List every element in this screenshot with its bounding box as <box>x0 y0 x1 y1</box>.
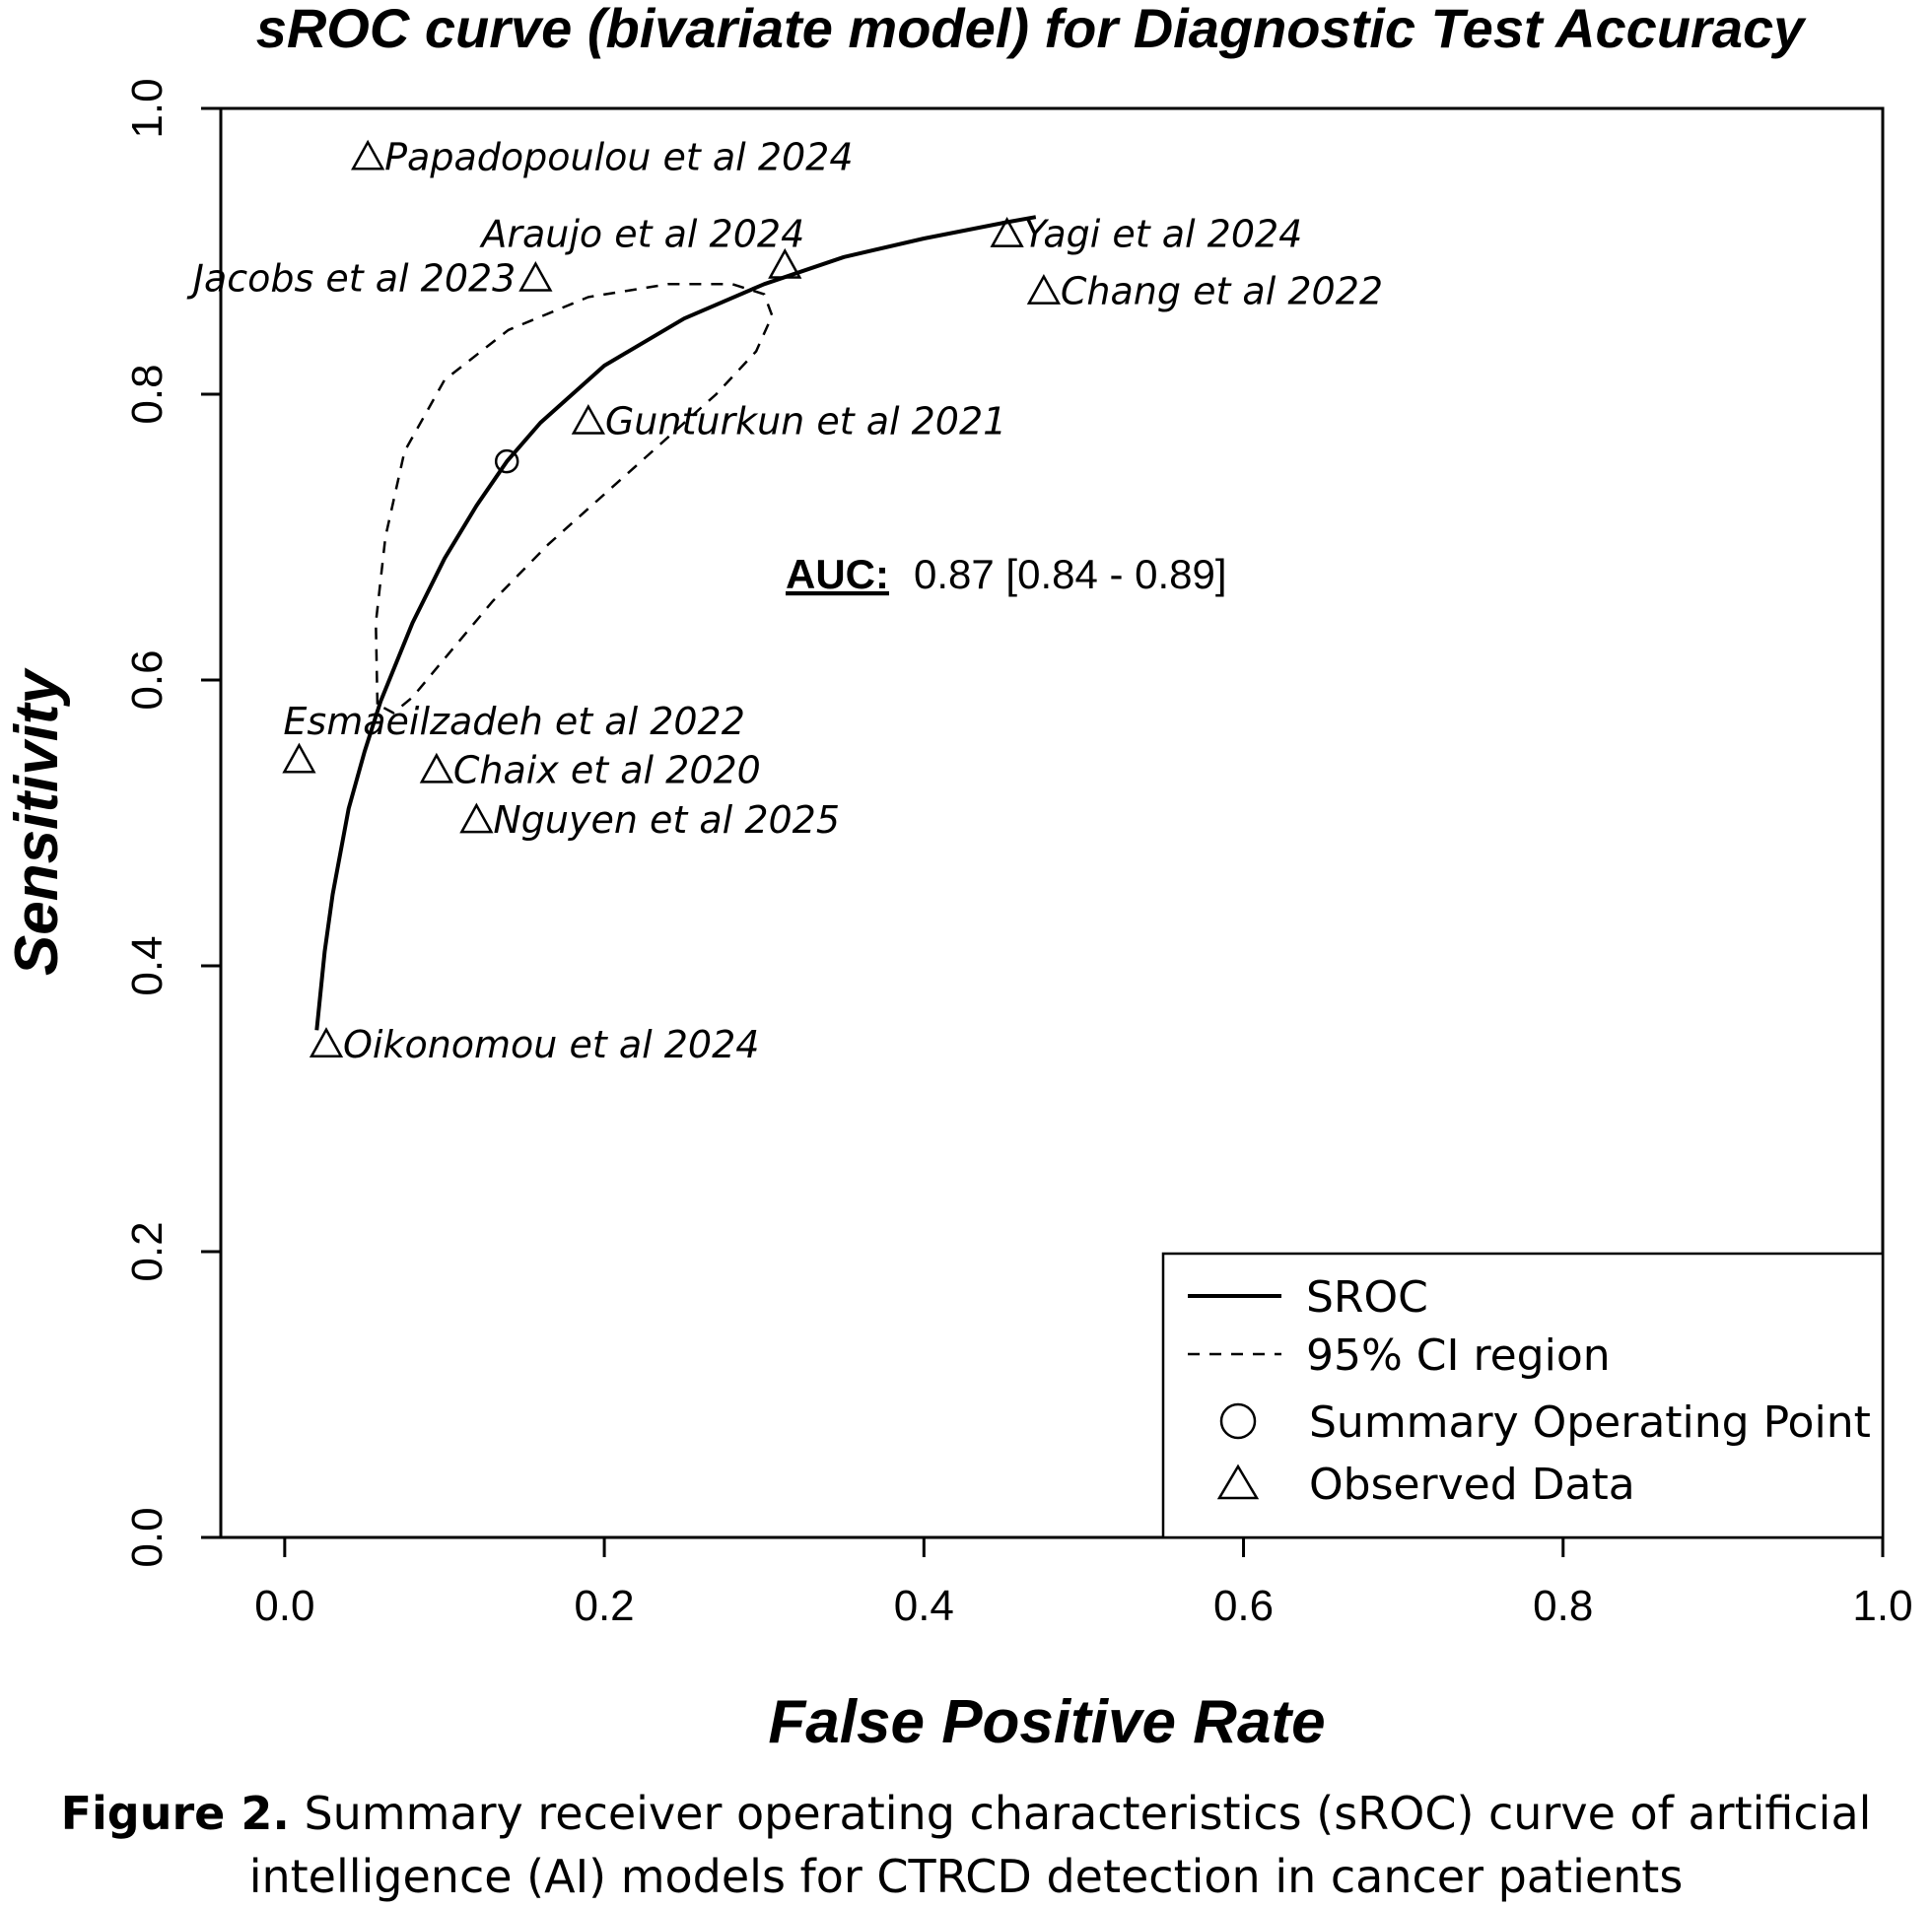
study-point-label: Chang et al 2022 <box>1061 270 1383 313</box>
y-tick-label: 0.0 <box>123 1507 172 1567</box>
y-tick-label: 0.6 <box>123 649 172 710</box>
plot-area: Papadopoulou et al 2024 Araujo et al 2024… <box>186 135 1383 1065</box>
study-point-label: Yagi et al 2024 <box>1024 213 1303 256</box>
legend-sroc-label: SROC <box>1306 1272 1428 1323</box>
study-point-marker <box>518 260 553 292</box>
y-tick-label: 0.4 <box>123 935 172 995</box>
study-point-label: Jacobs et al 2023 <box>186 257 517 301</box>
y-tick-label: 0.2 <box>123 1221 172 1281</box>
study-point-label: Araujo et al 2024 <box>478 213 804 256</box>
summary-operating-point <box>494 448 519 474</box>
study-point-label: Chaix et al 2020 <box>453 748 761 791</box>
legend-circle-marker <box>1219 1402 1257 1440</box>
legend-observed-label: Observed Data <box>1309 1460 1635 1510</box>
legend-summary-label: Summary Operating Point <box>1309 1397 1871 1448</box>
sroc-figure: sROC curve (bivariate model) for Diagnos… <box>3 0 1913 1756</box>
study-point-marker <box>351 139 385 170</box>
study-point-label: Gunturkun et al 2021 <box>605 400 1006 443</box>
study-point-marker <box>571 403 605 435</box>
study-point-marker <box>282 742 316 774</box>
study-point-marker <box>768 247 802 279</box>
x-tick-label: 1.0 <box>1852 1582 1912 1630</box>
auc-value: 0.87 [0.84 - 0.89] <box>914 551 1227 597</box>
chart-title: sROC curve (bivariate model) for Diagnos… <box>256 0 1807 59</box>
study-point-marker <box>309 1027 344 1057</box>
x-tick-label: 0.2 <box>574 1582 634 1630</box>
study-point-marker <box>419 752 453 784</box>
auc-label: AUC: <box>786 551 889 597</box>
figure-caption: Figure 2. Summary receiver operating cha… <box>0 1782 1932 1908</box>
x-tick-label: 0.6 <box>1213 1582 1274 1630</box>
x-axis-title: False Positive Rate <box>768 1688 1325 1756</box>
study-point-label: Oikonomou et al 2024 <box>343 1023 759 1066</box>
y-axis: 0.0 0.2 0.4 0.6 0.8 1.0 <box>123 78 223 1568</box>
legend-triangle-marker <box>1216 1464 1260 1500</box>
study-point-label: Nguyen et al 2025 <box>493 798 840 842</box>
study-point-label: Esmaeilzadeh et al 2022 <box>283 700 745 743</box>
y-tick-label: 0.8 <box>123 364 172 424</box>
auc-annotation: AUC: 0.87 [0.84 - 0.89] <box>786 551 1227 597</box>
legend: SROC 95% CI region Summary Operating Poi… <box>1161 1252 1885 1539</box>
y-axis-title: Sensitivity <box>3 666 71 976</box>
x-axis: 0.0 0.2 0.4 0.6 0.8 1.0 <box>254 1535 1913 1630</box>
x-tick-label: 0.0 <box>254 1582 314 1630</box>
caption-text: Summary receiver operating characteristi… <box>248 1787 1872 1903</box>
study-point-marker <box>990 217 1024 247</box>
y-tick-label: 1.0 <box>123 78 172 138</box>
x-tick-label: 0.4 <box>894 1582 954 1630</box>
caption-label: Figure 2. <box>60 1787 290 1840</box>
x-tick-label: 0.8 <box>1533 1582 1593 1630</box>
legend-box <box>1161 1252 1885 1539</box>
ci-region-line <box>375 283 774 715</box>
study-point-marker <box>459 802 494 834</box>
study-point-label: Papadopoulou et al 2024 <box>384 135 853 178</box>
legend-ci-label: 95% CI region <box>1306 1330 1611 1381</box>
sroc-curve-line <box>314 215 1037 1031</box>
study-point-marker <box>1026 274 1062 305</box>
